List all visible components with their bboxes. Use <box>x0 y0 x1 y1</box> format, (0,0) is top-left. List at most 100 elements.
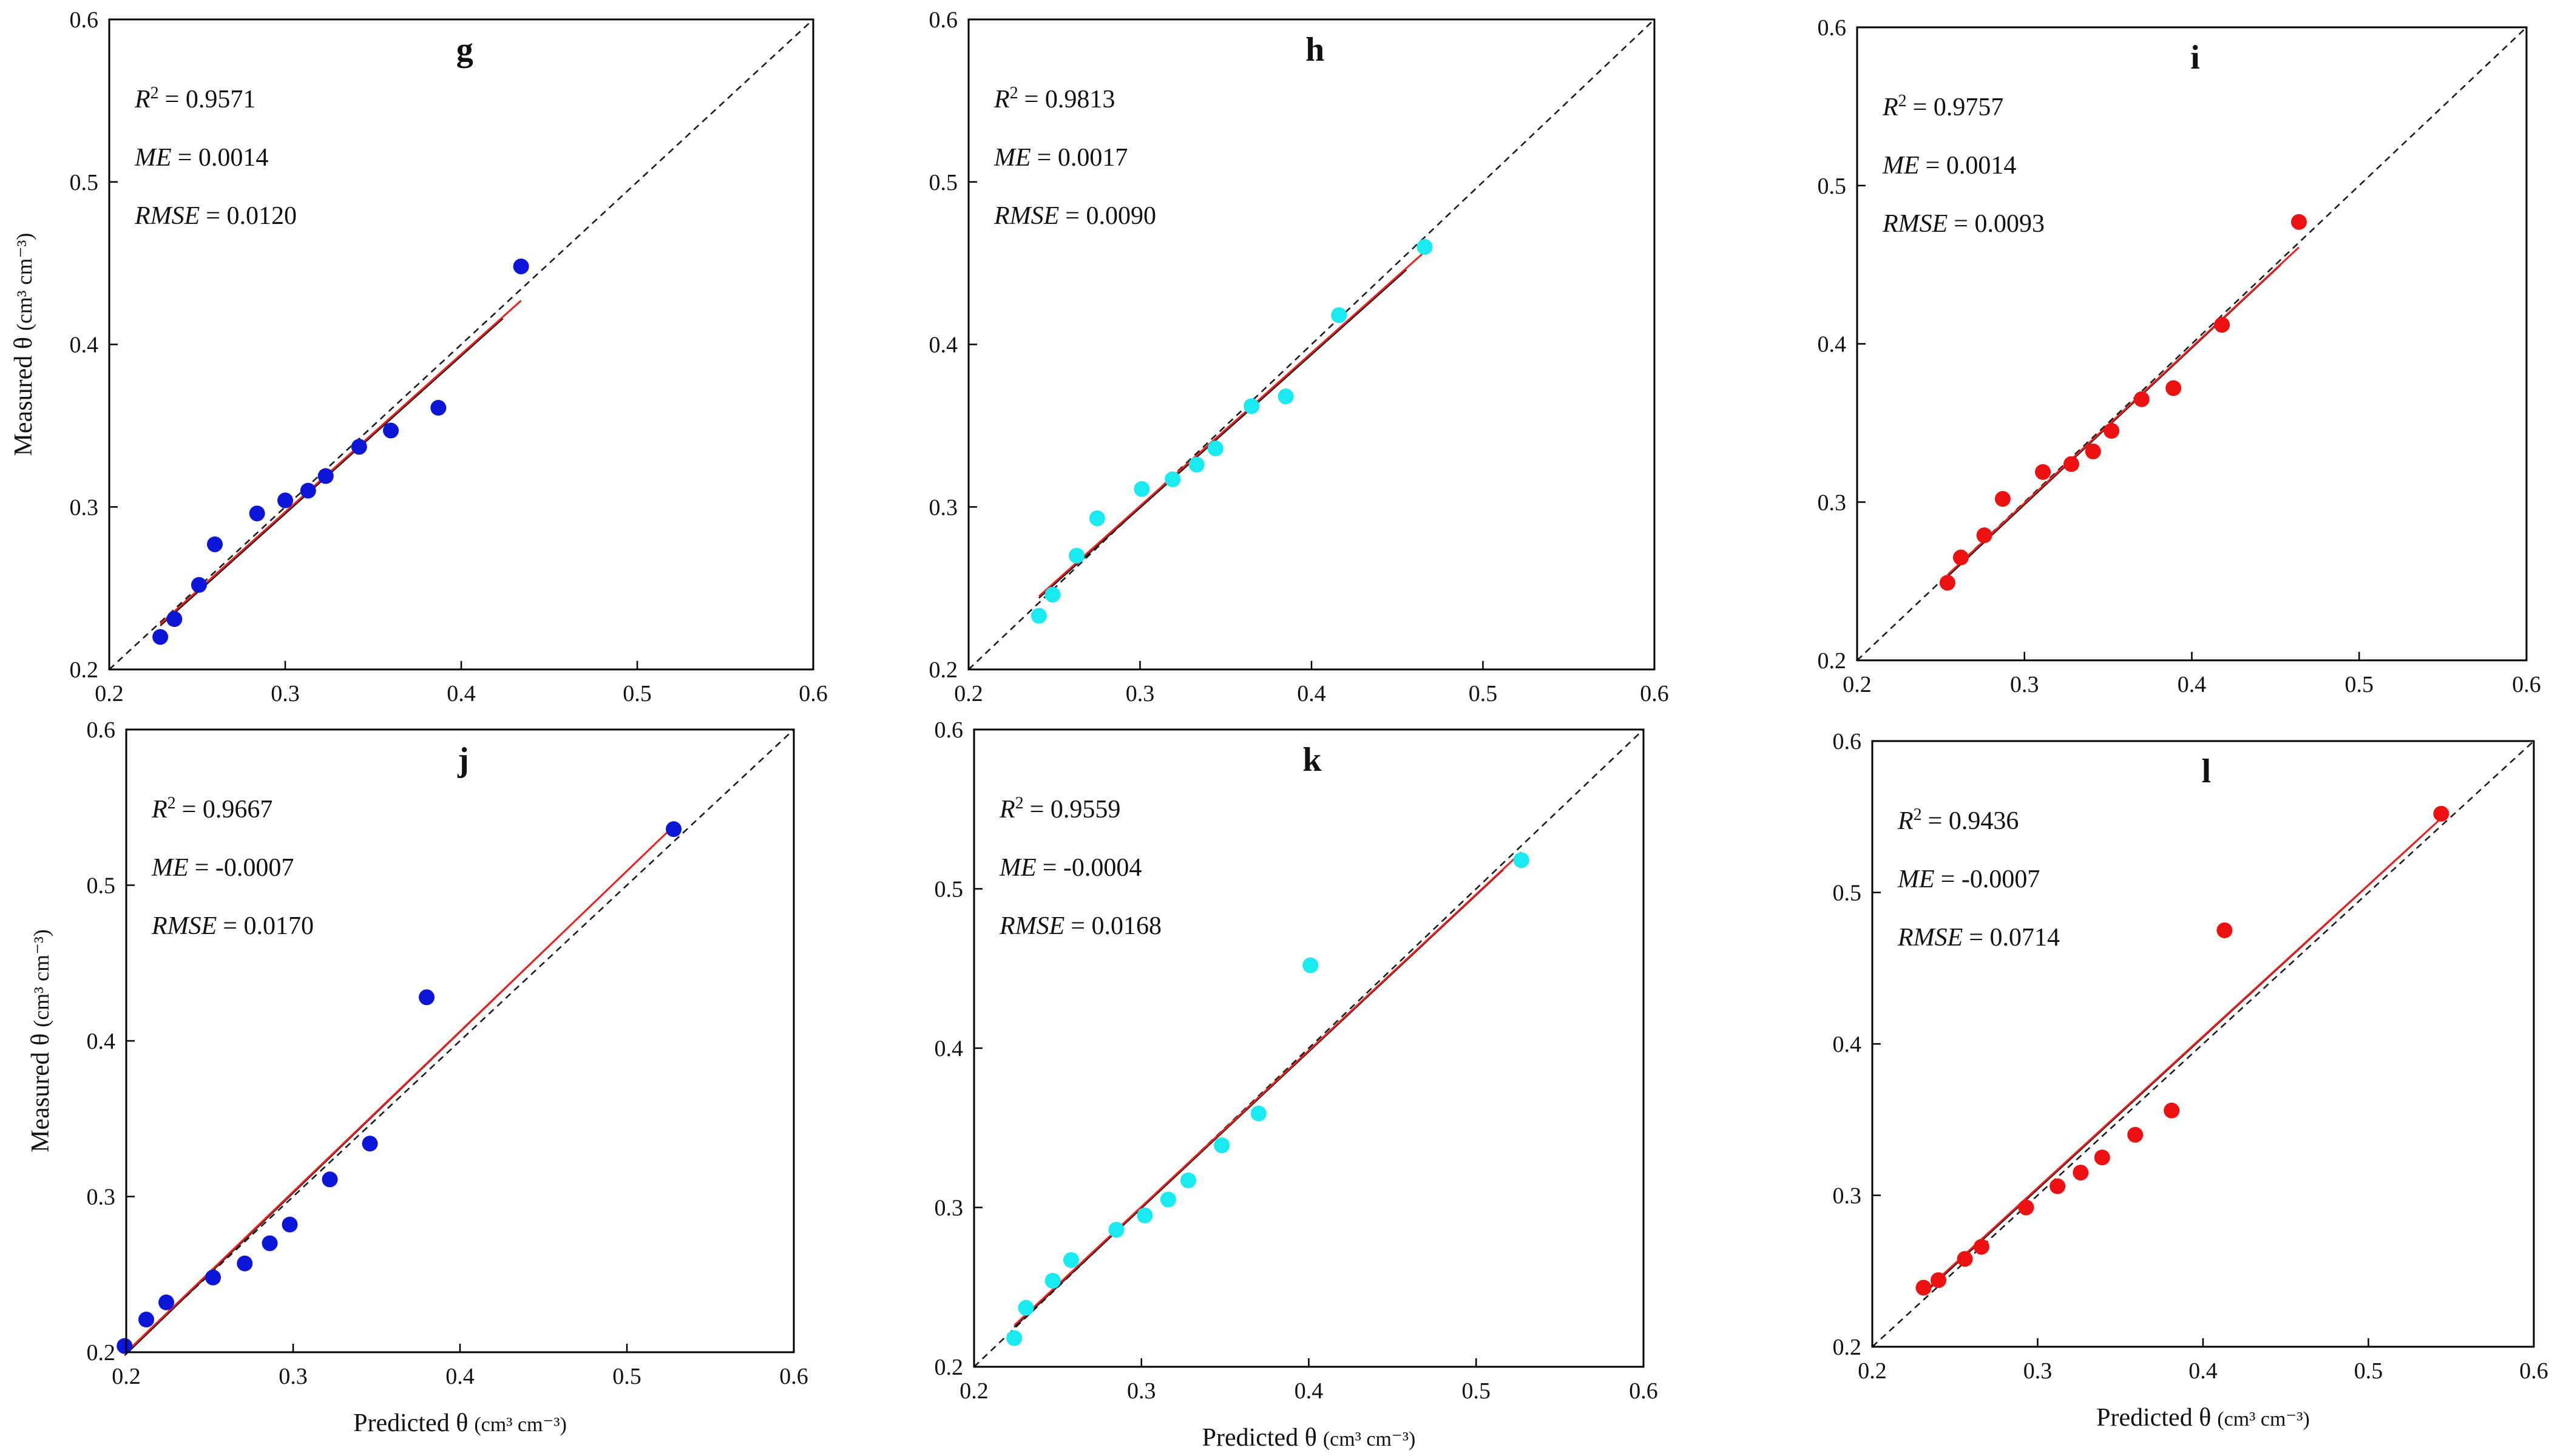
stat-value: = 0.0168 <box>1071 912 1162 940</box>
x-tick-label: 0.4 <box>2178 672 2207 697</box>
y-tick-label: 0.6 <box>1833 729 1862 754</box>
data-point <box>430 399 447 416</box>
data-point <box>666 821 682 838</box>
data-point <box>2433 805 2449 822</box>
stat-rmse: RMSE = 0.0093 <box>1882 210 2045 238</box>
data-point <box>1973 1239 1989 1255</box>
data-point <box>1250 1105 1267 1122</box>
stat-rmse: RMSE = 0.0170 <box>151 912 314 940</box>
data-point <box>166 611 183 627</box>
x-tick-label: 0.5 <box>2354 1358 2383 1384</box>
stat-name: ME <box>999 854 1037 882</box>
stat-superscript: 2 <box>1898 92 1907 110</box>
stat-value: = -0.0007 <box>195 854 294 882</box>
stat-name: R <box>999 796 1015 824</box>
x-tick-label: 0.3 <box>1126 681 1155 706</box>
y-tick-label: 0.4 <box>929 333 958 358</box>
panel-label: l <box>2202 753 2212 790</box>
y-tick-label: 0.6 <box>70 7 99 33</box>
y-tick-label: 0.4 <box>87 1029 116 1054</box>
x-axis-title-main: Predicted θ <box>353 1409 468 1437</box>
data-point <box>1031 608 1047 624</box>
x-axis-title-unit: (cm³ cm⁻³) <box>1323 1428 1416 1451</box>
data-point <box>2073 1165 2089 1181</box>
stat-r: R2 = 0.9559 <box>999 794 1120 824</box>
y-tick-label: 0.4 <box>70 333 99 358</box>
y-tick-label: 0.5 <box>1833 881 1862 906</box>
data-point <box>2063 456 2079 472</box>
stat-name: RMSE <box>1882 210 1948 238</box>
data-point <box>1915 1279 1932 1296</box>
data-point <box>2214 317 2230 333</box>
y-axis-title-unit: (cm³ cm⁻³) <box>12 233 36 331</box>
x-tick-label: 0.4 <box>447 681 476 706</box>
stat-value: = 0.9436 <box>1928 807 2019 835</box>
x-tick-label: 0.6 <box>799 681 828 706</box>
data-point <box>262 1235 278 1251</box>
stat-rmse: RMSE = 0.0120 <box>134 202 297 230</box>
data-point <box>1939 575 1955 591</box>
y-tick-label: 0.3 <box>935 1196 964 1221</box>
stat-name: R <box>993 86 1010 113</box>
stat-me: ME = -0.0007 <box>151 854 294 882</box>
data-point <box>1214 1137 1230 1154</box>
stat-rmse: RMSE = 0.0714 <box>1897 924 2060 952</box>
data-point <box>419 989 435 1006</box>
one-to-one-line <box>109 19 814 670</box>
data-point <box>1180 1172 1196 1188</box>
stat-value: = -0.0004 <box>1043 854 1142 882</box>
stat-r: R2 = 0.9757 <box>1882 92 2003 122</box>
stat-name: RMSE <box>151 912 217 940</box>
stat-name: R <box>1897 807 1914 835</box>
fit-line <box>1038 251 1426 597</box>
x-tick-label: 0.3 <box>1127 1378 1156 1404</box>
fit-line <box>160 300 522 625</box>
stat-value: = 0.0090 <box>1065 202 1156 230</box>
stat-name: ME <box>151 854 189 882</box>
stat-r: R2 = 0.9813 <box>993 84 1115 114</box>
stat-superscript: 2 <box>1010 84 1018 103</box>
fit-line <box>1923 818 2442 1293</box>
y-tick-label: 0.3 <box>70 495 99 520</box>
x-tick-label: 0.6 <box>2512 672 2541 697</box>
stat-r: R2 = 0.9667 <box>151 794 272 824</box>
data-point <box>1108 1222 1125 1238</box>
stat-name: R <box>134 86 151 113</box>
stat-value: = 0.0093 <box>1954 210 2045 238</box>
stat-value: = 0.9559 <box>1030 796 1121 824</box>
data-point <box>249 505 265 521</box>
y-axis-title-unit: (cm³ cm⁻³) <box>29 929 53 1028</box>
stat-superscript: 2 <box>1914 805 1922 824</box>
data-point <box>158 1294 174 1310</box>
data-point <box>138 1312 154 1328</box>
data-point <box>191 577 207 593</box>
x-axis-title: Predicted θ (cm³ cm⁻³) <box>1202 1424 1416 1452</box>
data-point <box>152 629 169 645</box>
data-point <box>1160 1191 1176 1208</box>
y-tick-label: 0.5 <box>70 170 99 195</box>
y-axis-title-main: Measured θ <box>27 1034 55 1153</box>
x-tick-label: 0.5 <box>623 681 652 706</box>
y-tick-label: 0.4 <box>1833 1032 1862 1057</box>
panel-j: 0.2 0.3 0.4 0.5 0.6 0.2 0.3 0.4 0.5 0.6 j R2 = 0.966… <box>27 717 808 1437</box>
data-point <box>1063 1252 1079 1268</box>
data-point <box>1165 471 1181 487</box>
panel-i: 0.2 0.3 0.4 0.5 0.6 0.2 0.3 0.4 0.5 0.6 i R2 = 0.975… <box>1818 15 2541 697</box>
y-tick-label: 0.2 <box>87 1340 116 1366</box>
data-point <box>237 1255 253 1271</box>
x-axis-title: Predicted θ (cm³ cm⁻³) <box>2096 1404 2310 1432</box>
stat-value: = 0.0014 <box>178 144 269 172</box>
stat-name: RMSE <box>134 202 200 230</box>
y-tick-label: 0.3 <box>87 1185 116 1210</box>
panel-k: 0.2 0.3 0.4 0.5 0.6 0.2 0.3 0.4 0.5 0.6 k R2 = 0.955… <box>935 717 1658 1452</box>
data-point <box>1976 527 1992 544</box>
data-point <box>1134 481 1150 497</box>
x-tick-label: 0.2 <box>960 1378 989 1404</box>
x-tick-label: 0.6 <box>1629 1378 1658 1404</box>
x-tick-label: 0.4 <box>1295 1378 1324 1404</box>
data-point <box>1244 398 1260 415</box>
x-tick-label: 0.3 <box>2010 672 2039 697</box>
panel-h: 0.2 0.3 0.4 0.5 0.6 0.2 0.3 0.4 0.5 0.6 h R2 = 0.981… <box>929 7 1669 706</box>
stat-value: = -0.0007 <box>1941 865 2040 893</box>
